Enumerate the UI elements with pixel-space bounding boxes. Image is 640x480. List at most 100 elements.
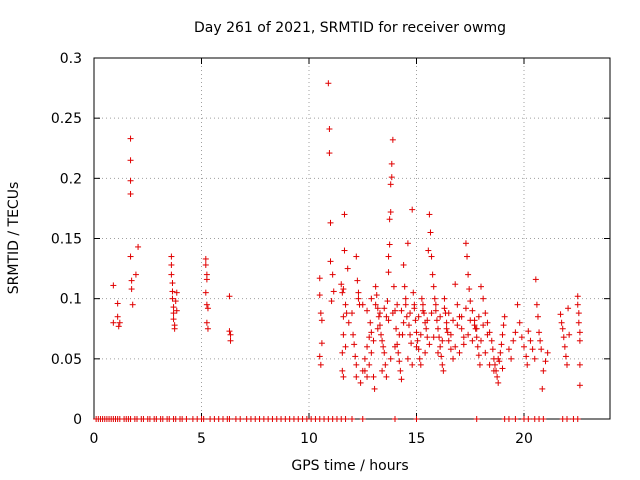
data-point <box>426 341 433 348</box>
data-point <box>355 289 362 296</box>
data-point <box>387 355 394 362</box>
y-tick-label: 0.2 <box>60 171 82 187</box>
data-point <box>170 316 177 323</box>
data-point <box>374 325 381 332</box>
data-point <box>390 283 397 290</box>
data-point <box>373 292 380 299</box>
data-point <box>404 240 411 247</box>
data-point <box>435 325 441 332</box>
data-point <box>127 135 134 142</box>
data-point <box>353 253 360 260</box>
data-point <box>480 295 487 302</box>
x-tick-label: 5 <box>197 431 206 447</box>
data-point <box>342 416 349 422</box>
data-point <box>559 325 566 332</box>
data-point <box>326 150 333 157</box>
data-point <box>350 331 357 338</box>
data-point <box>403 313 410 320</box>
data-point <box>416 355 423 362</box>
data-point <box>462 305 469 312</box>
y-axis-label: SRMTID / TECUs <box>6 182 22 295</box>
data-point <box>404 355 411 362</box>
data-point <box>338 281 345 288</box>
data-point <box>388 160 395 167</box>
data-point <box>565 305 572 312</box>
data-point <box>387 209 394 216</box>
data-point <box>203 301 210 308</box>
data-point <box>344 265 351 272</box>
data-point <box>557 311 564 318</box>
data-point <box>542 358 549 365</box>
data-point <box>417 331 424 338</box>
data-point <box>452 281 459 288</box>
data-point <box>499 365 506 372</box>
data-point <box>379 367 386 374</box>
data-point <box>497 349 504 356</box>
data-point <box>170 304 177 311</box>
data-point <box>429 271 436 278</box>
data-point <box>398 376 405 383</box>
data-point <box>361 367 368 374</box>
data-point <box>168 271 175 278</box>
data-point <box>349 310 355 317</box>
data-point <box>490 367 497 374</box>
data-point <box>422 349 429 356</box>
data-point <box>432 307 439 314</box>
data-point <box>438 353 445 360</box>
data-point <box>382 361 389 368</box>
data-point <box>437 343 444 350</box>
x-tick-label: 15 <box>408 431 426 447</box>
data-point <box>316 275 323 282</box>
data-point <box>378 331 385 338</box>
data-point <box>368 295 375 302</box>
data-point <box>386 216 393 223</box>
data-point <box>128 286 135 293</box>
data-point <box>385 269 392 276</box>
data-point <box>339 289 346 296</box>
data-point <box>462 240 469 247</box>
data-point <box>237 416 244 422</box>
data-point <box>386 241 393 248</box>
data-point <box>203 276 210 283</box>
chart-title: Day 261 of 2021, SRMTID for receiver owm… <box>194 20 506 36</box>
data-point <box>383 313 390 320</box>
data-point <box>372 301 379 308</box>
data-point <box>394 301 401 308</box>
data-point <box>460 341 467 348</box>
data-point <box>437 313 444 320</box>
data-point <box>354 277 361 284</box>
data-point <box>364 307 371 314</box>
data-point <box>383 373 390 380</box>
data-point <box>539 385 546 392</box>
data-point <box>478 337 484 344</box>
data-point <box>516 319 523 326</box>
data-point <box>385 317 392 324</box>
data-point <box>110 282 117 289</box>
data-point <box>428 310 435 317</box>
data-point <box>482 349 489 356</box>
data-point <box>500 322 507 329</box>
data-point <box>359 301 366 308</box>
data-point <box>384 298 391 305</box>
data-point <box>127 177 134 184</box>
data-point <box>128 277 135 284</box>
data-point <box>353 361 360 368</box>
data-point <box>444 329 451 336</box>
data-point <box>464 253 471 260</box>
data-point <box>433 317 440 324</box>
data-point <box>525 328 532 335</box>
data-point <box>339 349 346 356</box>
data-point <box>538 346 545 353</box>
data-point <box>529 346 536 353</box>
data-point <box>458 325 465 332</box>
data-point <box>482 310 489 317</box>
y-tick-label: 0.15 <box>51 232 82 248</box>
data-point <box>402 301 409 308</box>
data-point <box>410 289 417 296</box>
data-point <box>330 288 337 295</box>
data-point <box>345 319 352 326</box>
data-point <box>341 247 348 254</box>
data-point <box>480 322 487 329</box>
data-point <box>349 416 355 422</box>
data-point <box>415 313 422 320</box>
